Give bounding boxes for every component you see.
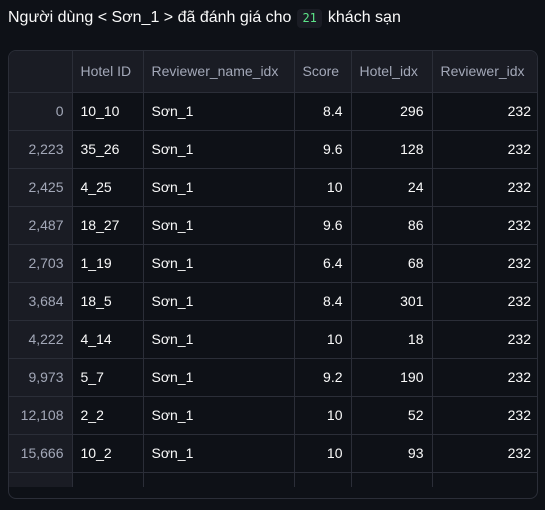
reviewer-name-cell[interactable]: Sơn_1 (143, 244, 295, 283)
reviewer-name-idx-header[interactable]: Reviewer_name_idx (143, 51, 295, 93)
hotel-id-cell[interactable]: 4_14 (72, 320, 144, 359)
hotel-idx-cell[interactable]: 68 (351, 244, 433, 283)
reviewer-idx-cell[interactable]: 232 (432, 168, 537, 207)
score-cell[interactable]: 8.4 (294, 92, 352, 131)
reviews-dataframe[interactable]: Hotel ID Reviewer_name_idx Score Hotel_idx R… (8, 50, 538, 499)
row-index[interactable]: 0 (9, 92, 73, 131)
reviewer-name-cell[interactable]: Sơn_1 (143, 396, 295, 435)
row-index[interactable]: 9,973 (9, 358, 73, 397)
hotel-id-cell[interactable]: 18_5 (72, 282, 144, 321)
empty-cell (432, 472, 537, 487)
hotel-idx-cell[interactable]: 24 (351, 168, 433, 207)
reviewer-idx-cell[interactable]: 232 (432, 92, 537, 131)
score-cell[interactable]: 8.4 (294, 282, 352, 321)
table-row: 2,703 1_19 Sơn_1 6.4 68 232 (9, 244, 537, 283)
hotel-id-cell[interactable]: 18_27 (72, 206, 144, 245)
row-index[interactable]: 2,223 (9, 130, 73, 169)
hotel-id-cell[interactable]: 10_2 (72, 434, 144, 473)
hotel-id-cell[interactable]: 2_2 (72, 396, 144, 435)
table-row: 2,425 4_25 Sơn_1 10 24 232 (9, 168, 537, 207)
reviewer-name-cell[interactable]: Sơn_1 (143, 282, 295, 321)
hotel-idx-cell[interactable]: 18 (351, 320, 433, 359)
reviewer-name-cell[interactable]: Sơn_1 (143, 92, 295, 131)
table-row: 15,666 10_2 Sơn_1 10 93 232 (9, 434, 537, 473)
hotel-id-cell[interactable]: 4_25 (72, 168, 144, 207)
reviewer-idx-cell[interactable]: 232 (432, 282, 537, 321)
table-row: 12,108 2_2 Sơn_1 10 52 232 (9, 396, 537, 435)
hotel-idx-cell[interactable]: 86 (351, 206, 433, 245)
score-header[interactable]: Score (294, 51, 352, 93)
score-cell[interactable]: 10 (294, 396, 352, 435)
score-cell[interactable]: 9.6 (294, 130, 352, 169)
table-row: 3,684 18_5 Sơn_1 8.4 301 232 (9, 282, 537, 321)
reviewer-name-cell[interactable]: Sơn_1 (143, 320, 295, 359)
row-index[interactable]: 2,487 (9, 206, 73, 245)
reviewer-idx-cell[interactable]: 232 (432, 396, 537, 435)
page-heading: Người dùng < Sơn_1 > đã đánh giá cho 21 … (8, 6, 401, 30)
score-cell[interactable]: 9.6 (294, 206, 352, 245)
hotel-idx-header[interactable]: Hotel_idx (351, 51, 433, 93)
hotel-idx-cell[interactable]: 301 (351, 282, 433, 321)
table-row: 9,973 5_7 Sơn_1 9.2 190 232 (9, 358, 537, 397)
reviewer-idx-cell[interactable]: 232 (432, 206, 537, 245)
score-cell[interactable]: 10 (294, 434, 352, 473)
hotel-idx-cell[interactable]: 52 (351, 396, 433, 435)
reviewer-name-cell[interactable]: Sơn_1 (143, 206, 295, 245)
empty-cell (72, 472, 144, 487)
table-row: 0 10_10 Sơn_1 8.4 296 232 (9, 92, 537, 131)
reviewer-name-cell[interactable]: Sơn_1 (143, 168, 295, 207)
reviewer-name-cell[interactable]: Sơn_1 (143, 434, 295, 473)
reviews-table: Hotel ID Reviewer_name_idx Score Hotel_idx R… (9, 51, 537, 487)
empty-cell (9, 472, 73, 487)
table-row: 2,223 35_26 Sơn_1 9.6 128 232 (9, 130, 537, 169)
hotel-idx-cell[interactable]: 190 (351, 358, 433, 397)
heading-prefix: Người dùng < Sơn_1 > đã đánh giá cho (8, 9, 292, 26)
score-cell[interactable]: 9.2 (294, 358, 352, 397)
reviewer-idx-header[interactable]: Reviewer_idx (432, 51, 537, 93)
hotel-id-cell[interactable]: 5_7 (72, 358, 144, 397)
hotel-idx-cell[interactable]: 296 (351, 92, 433, 131)
table-row: 2,487 18_27 Sơn_1 9.6 86 232 (9, 206, 537, 245)
empty-cell (351, 472, 433, 487)
score-cell[interactable]: 10 (294, 168, 352, 207)
hotel-id-cell[interactable]: 35_26 (72, 130, 144, 169)
row-index[interactable]: 2,703 (9, 244, 73, 283)
table-body: 0 10_10 Sơn_1 8.4 296 232 2,223 35_26 Sơn_1 9.6 12… (9, 92, 537, 487)
reviewer-idx-cell[interactable]: 232 (432, 130, 537, 169)
header-row: Hotel ID Reviewer_name_idx Score Hotel_idx R… (9, 51, 537, 93)
hotel-idx-cell[interactable]: 93 (351, 434, 433, 473)
hotel-id-header[interactable]: Hotel ID (72, 51, 144, 93)
row-index[interactable]: 2,425 (9, 168, 73, 207)
empty-cell (143, 472, 295, 487)
index-header[interactable] (9, 51, 73, 93)
hotel-idx-cell[interactable]: 128 (351, 130, 433, 169)
row-index[interactable]: 15,666 (9, 434, 73, 473)
row-index[interactable]: 3,684 (9, 282, 73, 321)
hotel-id-cell[interactable]: 1_19 (72, 244, 144, 283)
table-row-empty (9, 472, 537, 487)
reviewer-name-cell[interactable]: Sơn_1 (143, 358, 295, 397)
reviewer-idx-cell[interactable]: 232 (432, 320, 537, 359)
hotel-id-cell[interactable]: 10_10 (72, 92, 144, 131)
reviewer-name-cell[interactable]: Sơn_1 (143, 130, 295, 169)
score-cell[interactable]: 6.4 (294, 244, 352, 283)
hotel-count-badge: 21 (297, 8, 322, 28)
score-cell[interactable]: 10 (294, 320, 352, 359)
row-index[interactable]: 12,108 (9, 396, 73, 435)
heading-suffix: khách sạn (327, 9, 401, 26)
reviewer-idx-cell[interactable]: 232 (432, 358, 537, 397)
table-row: 4,222 4_14 Sơn_1 10 18 232 (9, 320, 537, 359)
empty-cell (294, 472, 352, 487)
reviewer-idx-cell[interactable]: 232 (432, 434, 537, 473)
reviewer-idx-cell[interactable]: 232 (432, 244, 537, 283)
row-index[interactable]: 4,222 (9, 320, 73, 359)
